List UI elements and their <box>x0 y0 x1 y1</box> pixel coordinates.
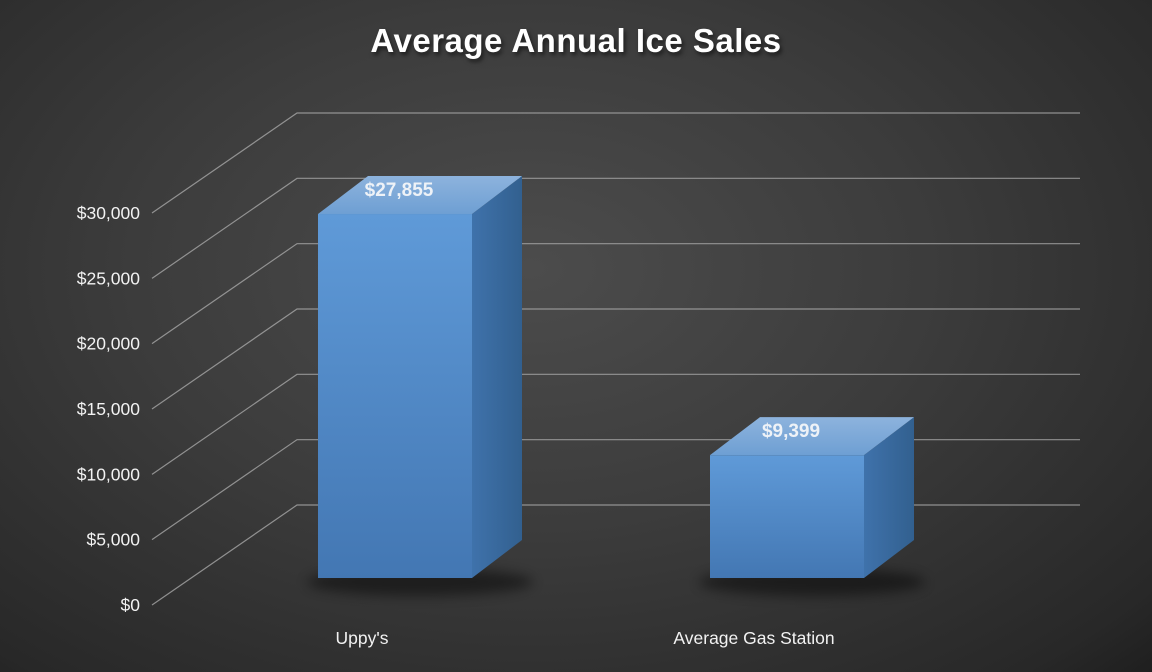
y-axis-tick-label: $15,000 <box>77 399 141 419</box>
bar-top-face <box>710 417 914 456</box>
y-axis-tick-label: $20,000 <box>77 334 141 354</box>
y-axis: $0 $5,000 $10,000 $15,000 $20,000 $25,000 $30,… <box>77 203 141 615</box>
gridline <box>151 177 1080 279</box>
x-axis-category-label: Average Gas Station <box>673 628 834 648</box>
gridlines <box>151 112 1080 606</box>
bar-side-face <box>864 417 914 578</box>
bar-value-label: $27,855 <box>365 180 434 201</box>
gridline <box>151 112 1080 214</box>
bar-side-face <box>472 176 522 578</box>
x-axis-category-label: Uppy's <box>336 628 389 648</box>
bar-front-face <box>710 455 864 578</box>
y-axis-tick-label: $30,000 <box>77 203 141 223</box>
gridline <box>151 504 1080 606</box>
bar-value-label: $9,399 <box>762 421 820 442</box>
y-axis-tick-label: $25,000 <box>77 268 141 288</box>
y-axis-tick-label: $10,000 <box>77 464 141 484</box>
gridline <box>151 308 1080 410</box>
y-axis-tick-label: $0 <box>121 595 141 615</box>
y-axis-tick-label: $5,000 <box>86 530 140 550</box>
bar-front-face <box>318 214 472 578</box>
chart-title: Average Annual Ice Sales <box>370 22 782 59</box>
gridline <box>151 439 1080 541</box>
bar-0: $27,855 <box>307 176 533 596</box>
bar-top-face <box>318 176 522 215</box>
gridline <box>151 243 1080 345</box>
gridline <box>151 373 1080 475</box>
bar-1: $9,399 <box>699 417 925 596</box>
